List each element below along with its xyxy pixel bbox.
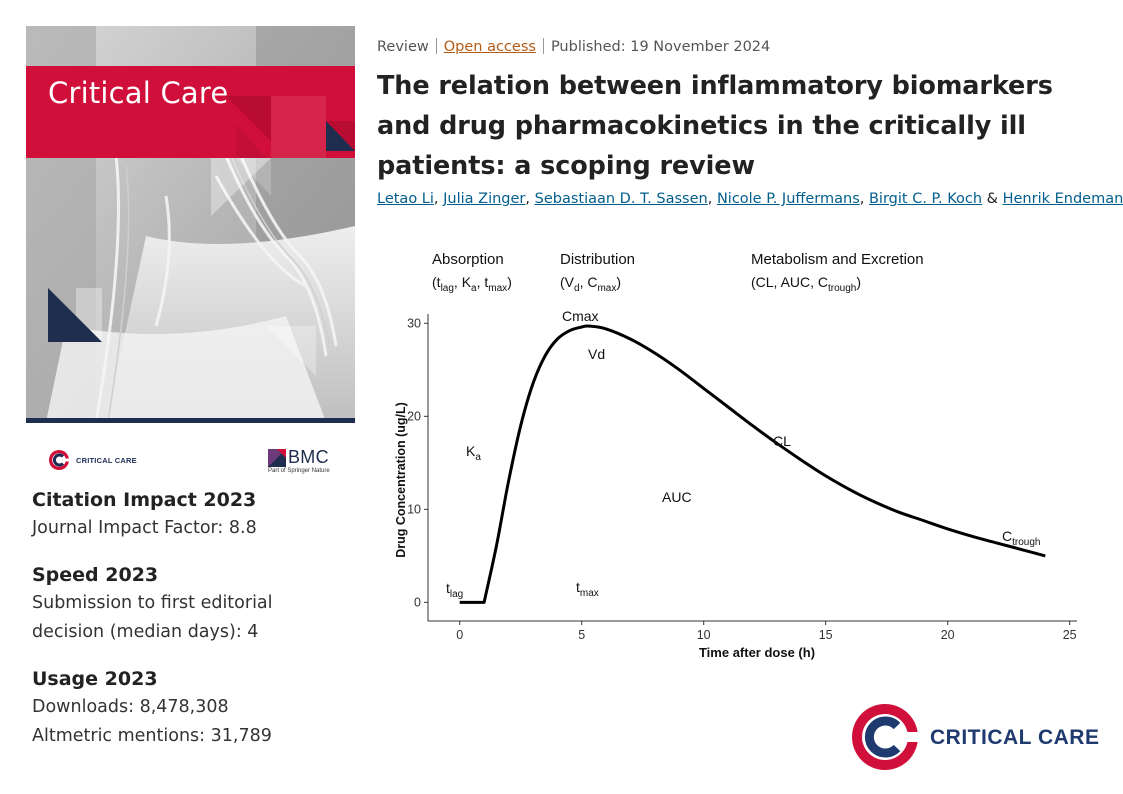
- annotation-ctrough: Ctrough: [1002, 528, 1040, 548]
- x-tick-label: 10: [697, 628, 711, 642]
- article-title: The relation between inflammatory biomar…: [377, 71, 1053, 181]
- speed-heading: Speed 2023: [32, 564, 159, 586]
- bmc-subtitle: Part of Springer Nature: [268, 468, 330, 474]
- critical-care-logo-text: CRITICAL CARE: [930, 726, 1100, 749]
- citation-impact-heading: Citation Impact 2023: [32, 489, 257, 511]
- bmc-logo-icon: [268, 449, 286, 467]
- phase-distribution-title: Distribution: [560, 251, 635, 268]
- altmetric-text: Altmetric mentions: 31,789: [32, 726, 272, 746]
- y-tick-label: 30: [407, 316, 421, 330]
- x-tick-label: 15: [819, 628, 833, 642]
- critical-care-mini-logo[interactable]: CRITICAL CARE: [48, 448, 137, 472]
- citation-impact-block: Citation Impact 2023 Journal Impact Fact…: [32, 486, 352, 543]
- phase-distribution-params: (Vd, Cmax): [560, 274, 621, 294]
- annotation-tlag: tlag: [446, 580, 463, 600]
- x-tick-label: 20: [941, 628, 955, 642]
- annotation-auc: AUC: [662, 489, 692, 505]
- y-tick-label: 0: [414, 595, 421, 609]
- pk-curve-chart: Absorption (tlag, Ka, tmax) Distribution…: [394, 251, 1077, 660]
- speed-line-2: decision (median days): 4: [32, 622, 259, 642]
- x-tick-label: 25: [1063, 628, 1077, 642]
- cover-artwork: [26, 26, 355, 422]
- critical-care-logo[interactable]: CRITICAL CARE: [850, 702, 1110, 772]
- y-tick-label: 10: [407, 502, 421, 516]
- cover-title: Critical Care: [48, 76, 229, 110]
- article-type: Review: [377, 39, 429, 55]
- annotation-tmax: tmax: [576, 579, 599, 599]
- phase-absorption-title: Absorption: [432, 251, 504, 268]
- open-access-link[interactable]: Open access: [443, 39, 536, 55]
- author-link[interactable]: Birgit C. P. Koch: [868, 191, 983, 207]
- annotation-cmax: Cmax: [562, 308, 599, 324]
- x-axis-label: Time after dose (h): [699, 645, 815, 660]
- meta-divider: [542, 38, 544, 54]
- mini-logo-text: CRITICAL CARE: [76, 455, 137, 465]
- bmc-logo[interactable]: BMC Part of Springer Nature: [268, 447, 338, 477]
- bmc-name: BMC: [288, 447, 329, 467]
- y-axis-ticks: 0 10 20 30: [407, 316, 428, 609]
- article-meta: Review Open access Published: 19 November …: [377, 38, 770, 55]
- annotation-vd: Vd: [588, 346, 605, 362]
- phase-metabolism-params: (CL, AUC, Ctrough): [751, 274, 861, 294]
- cover-divider: [26, 418, 355, 423]
- author-link[interactable]: Julia Zinger: [443, 191, 526, 207]
- author-link[interactable]: Henrik Endeman: [1002, 191, 1123, 207]
- annotation-cl: CL: [773, 433, 791, 449]
- phase-metabolism-title: Metabolism and Excretion: [751, 251, 924, 268]
- critical-care-logo-icon: [852, 704, 920, 770]
- critical-care-logo-icon: [49, 450, 70, 470]
- author-link[interactable]: Nicole P. Juffermans: [716, 191, 860, 207]
- journal-metrics: Citation Impact 2023 Journal Impact Fact…: [32, 486, 352, 769]
- impact-factor-text: Journal Impact Factor: 8.8: [32, 518, 257, 538]
- annotation-ka: Ka: [466, 443, 481, 463]
- meta-divider: [435, 38, 437, 54]
- y-tick-label: 20: [407, 409, 421, 423]
- speed-block: Speed 2023 Submission to first editorial…: [32, 561, 352, 647]
- x-tick-label: 5: [578, 628, 585, 642]
- downloads-text: Downloads: 8,478,308: [32, 697, 229, 717]
- author-ampersand: &: [986, 191, 998, 207]
- speed-line-1: Submission to first editorial: [32, 593, 273, 613]
- usage-heading: Usage 2023: [32, 668, 158, 690]
- author-link[interactable]: Sebastiaan D. T. Sassen: [534, 191, 708, 207]
- author-link[interactable]: Letao Li: [377, 191, 434, 207]
- x-axis-ticks: 0 5 10 15 20 25: [456, 621, 1077, 642]
- x-tick-label: 0: [456, 628, 463, 642]
- journal-cover[interactable]: Critical Care: [26, 26, 355, 422]
- author-list: Letao Li, Julia Zinger, Sebastiaan D. T.…: [377, 191, 1123, 207]
- usage-block: Usage 2023 Downloads: 8,478,308 Altmetri…: [32, 665, 352, 751]
- concentration-curve: [459, 324, 1046, 604]
- published-date: Published: 19 November 2024: [550, 39, 771, 55]
- y-axis-label: Drug Concentration (ug/L): [394, 402, 408, 558]
- phase-absorption-params: (tlag, Ka, tmax): [432, 274, 512, 294]
